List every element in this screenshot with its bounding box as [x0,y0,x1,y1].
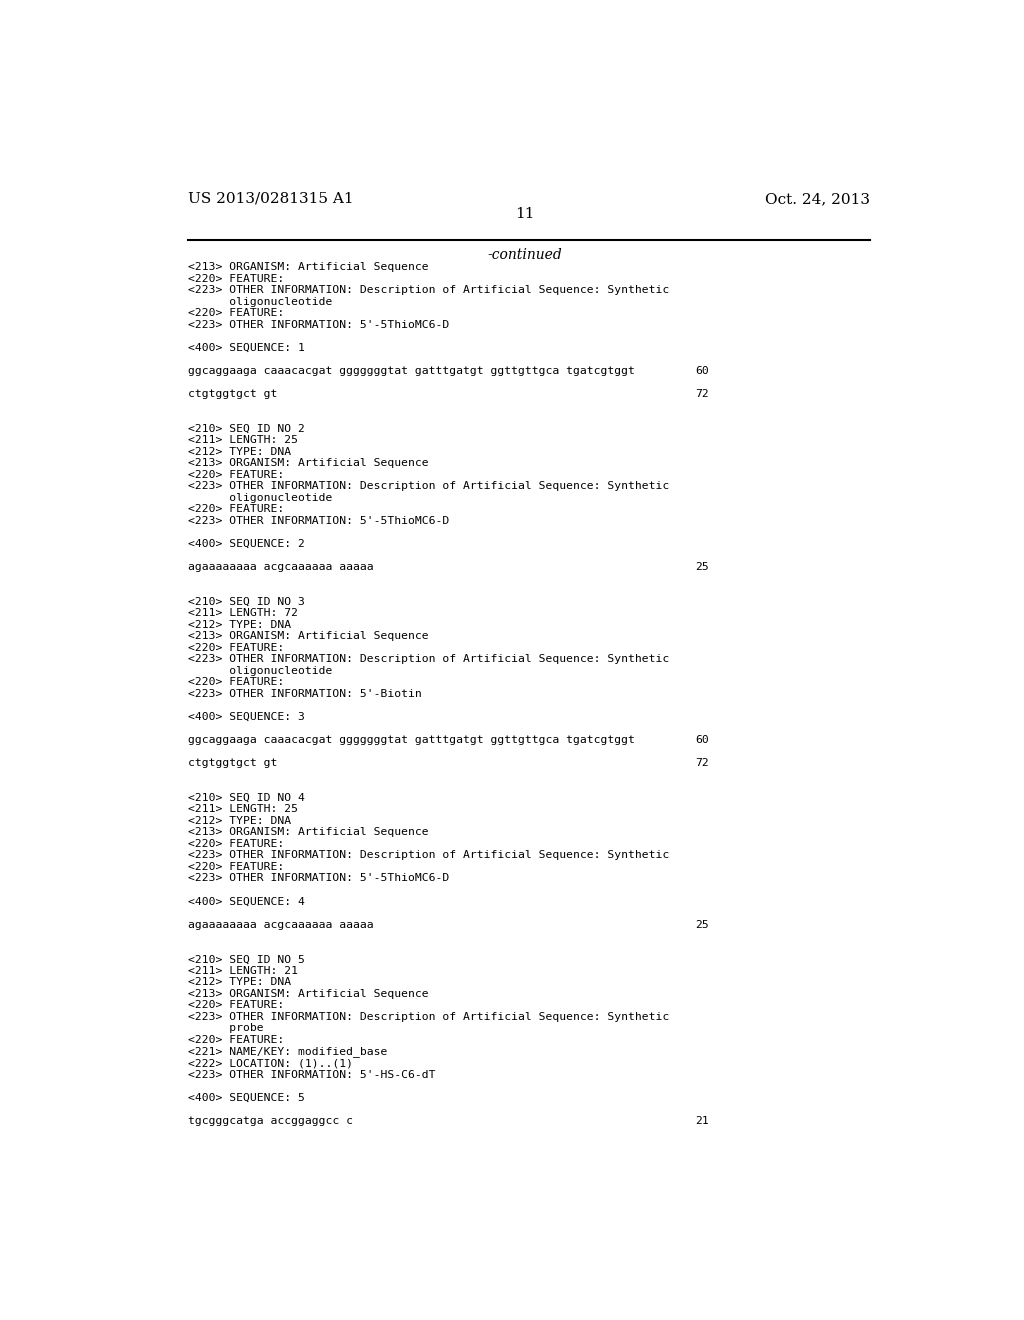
Text: <211> LENGTH: 72: <211> LENGTH: 72 [187,609,298,618]
Text: <220> FEATURE:: <220> FEATURE: [187,677,284,688]
Text: <213> ORGANISM: Artificial Sequence: <213> ORGANISM: Artificial Sequence [187,989,428,999]
Text: <223> OTHER INFORMATION: 5'-5ThioMC6-D: <223> OTHER INFORMATION: 5'-5ThioMC6-D [187,516,449,525]
Text: 25: 25 [695,920,710,929]
Text: ctgtggtgct gt: ctgtggtgct gt [187,389,276,399]
Text: <220> FEATURE:: <220> FEATURE: [187,470,284,479]
Text: <220> FEATURE:: <220> FEATURE: [187,308,284,318]
Text: <212> TYPE: DNA: <212> TYPE: DNA [187,619,291,630]
Text: probe: probe [187,1023,263,1034]
Text: oligonucleotide: oligonucleotide [187,297,332,306]
Text: <212> TYPE: DNA: <212> TYPE: DNA [187,446,291,457]
Text: -continued: -continued [487,248,562,261]
Text: <400> SEQUENCE: 2: <400> SEQUENCE: 2 [187,539,304,549]
Text: <220> FEATURE:: <220> FEATURE: [187,1001,284,1010]
Text: <211> LENGTH: 25: <211> LENGTH: 25 [187,804,298,814]
Text: <212> TYPE: DNA: <212> TYPE: DNA [187,977,291,987]
Text: 11: 11 [515,207,535,222]
Text: <211> LENGTH: 21: <211> LENGTH: 21 [187,966,298,975]
Text: <223> OTHER INFORMATION: 5'-Biotin: <223> OTHER INFORMATION: 5'-Biotin [187,689,421,698]
Text: <223> OTHER INFORMATION: Description of Artificial Sequence: Synthetic: <223> OTHER INFORMATION: Description of … [187,285,669,296]
Text: <211> LENGTH: 25: <211> LENGTH: 25 [187,436,298,445]
Text: oligonucleotide: oligonucleotide [187,665,332,676]
Text: <210> SEQ ID NO 4: <210> SEQ ID NO 4 [187,793,304,803]
Text: <223> OTHER INFORMATION: Description of Artificial Sequence: Synthetic: <223> OTHER INFORMATION: Description of … [187,482,669,491]
Text: <400> SEQUENCE: 1: <400> SEQUENCE: 1 [187,343,304,352]
Text: agaaaaaaaa acgcaaaaaa aaaaa: agaaaaaaaa acgcaaaaaa aaaaa [187,920,373,929]
Text: Oct. 24, 2013: Oct. 24, 2013 [765,191,870,206]
Text: <223> OTHER INFORMATION: 5'-HS-C6-dT: <223> OTHER INFORMATION: 5'-HS-C6-dT [187,1069,435,1080]
Text: <220> FEATURE:: <220> FEATURE: [187,840,284,849]
Text: 60: 60 [695,366,710,376]
Text: oligonucleotide: oligonucleotide [187,492,332,503]
Text: US 2013/0281315 A1: US 2013/0281315 A1 [187,191,353,206]
Text: <220> FEATURE:: <220> FEATURE: [187,643,284,653]
Text: <213> ORGANISM: Artificial Sequence: <213> ORGANISM: Artificial Sequence [187,631,428,642]
Text: agaaaaaaaa acgcaaaaaa aaaaa: agaaaaaaaa acgcaaaaaa aaaaa [187,562,373,572]
Text: <213> ORGANISM: Artificial Sequence: <213> ORGANISM: Artificial Sequence [187,263,428,272]
Text: <223> OTHER INFORMATION: Description of Artificial Sequence: Synthetic: <223> OTHER INFORMATION: Description of … [187,1012,669,1022]
Text: ggcaggaaga caaacacgat gggggggtat gatttgatgt ggttgttgca tgatcgtggt: ggcaggaaga caaacacgat gggggggtat gatttga… [187,735,635,744]
Text: <220> FEATURE:: <220> FEATURE: [187,862,284,873]
Text: <212> TYPE: DNA: <212> TYPE: DNA [187,816,291,826]
Text: <220> FEATURE:: <220> FEATURE: [187,1035,284,1045]
Text: ggcaggaaga caaacacgat gggggggtat gatttgatgt ggttgttgca tgatcgtggt: ggcaggaaga caaacacgat gggggggtat gatttga… [187,366,635,376]
Text: <221> NAME/KEY: modified_base: <221> NAME/KEY: modified_base [187,1047,387,1057]
Text: <213> ORGANISM: Artificial Sequence: <213> ORGANISM: Artificial Sequence [187,458,428,469]
Text: <400> SEQUENCE: 3: <400> SEQUENCE: 3 [187,711,304,722]
Text: <222> LOCATION: (1)..(1): <222> LOCATION: (1)..(1) [187,1059,352,1068]
Text: 72: 72 [695,389,710,399]
Text: <400> SEQUENCE: 4: <400> SEQUENCE: 4 [187,896,304,907]
Text: <210> SEQ ID NO 5: <210> SEQ ID NO 5 [187,954,304,964]
Text: <210> SEQ ID NO 2: <210> SEQ ID NO 2 [187,424,304,433]
Text: tgcgggcatga accggaggcc c: tgcgggcatga accggaggcc c [187,1115,352,1126]
Text: <400> SEQUENCE: 5: <400> SEQUENCE: 5 [187,1093,304,1102]
Text: <223> OTHER INFORMATION: Description of Artificial Sequence: Synthetic: <223> OTHER INFORMATION: Description of … [187,655,669,664]
Text: <223> OTHER INFORMATION: 5'-5ThioMC6-D: <223> OTHER INFORMATION: 5'-5ThioMC6-D [187,874,449,883]
Text: <223> OTHER INFORMATION: Description of Artificial Sequence: Synthetic: <223> OTHER INFORMATION: Description of … [187,850,669,861]
Text: <210> SEQ ID NO 3: <210> SEQ ID NO 3 [187,597,304,607]
Text: <220> FEATURE:: <220> FEATURE: [187,273,284,284]
Text: 60: 60 [695,735,710,744]
Text: 21: 21 [695,1115,710,1126]
Text: 72: 72 [695,758,710,768]
Text: ctgtggtgct gt: ctgtggtgct gt [187,758,276,768]
Text: <220> FEATURE:: <220> FEATURE: [187,504,284,515]
Text: <223> OTHER INFORMATION: 5'-5ThioMC6-D: <223> OTHER INFORMATION: 5'-5ThioMC6-D [187,319,449,330]
Text: <213> ORGANISM: Artificial Sequence: <213> ORGANISM: Artificial Sequence [187,828,428,837]
Text: 25: 25 [695,562,710,572]
